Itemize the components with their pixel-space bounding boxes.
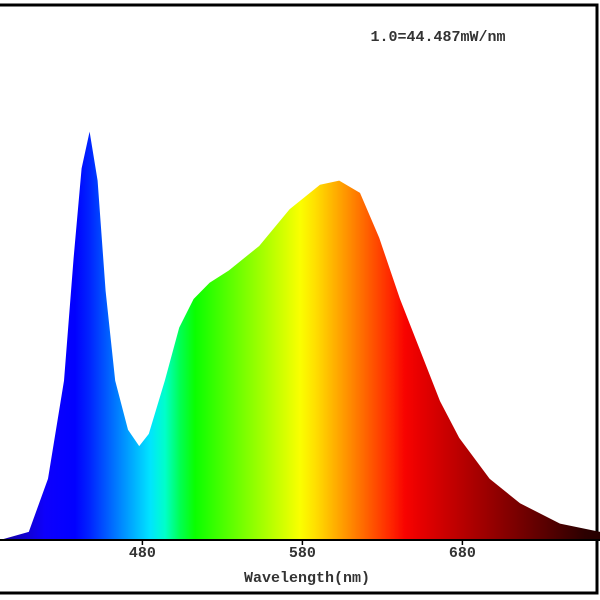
x-tick-label: 680 [449,545,476,562]
x-axis-label: Wavelength(nm) [244,570,370,587]
frame [0,3,599,595]
x-tick-label: 580 [289,545,316,562]
annotation: 1.0=44.487mW/nm [370,29,505,46]
spectrum-area [0,131,600,540]
x-tick-label: 480 [129,545,156,562]
